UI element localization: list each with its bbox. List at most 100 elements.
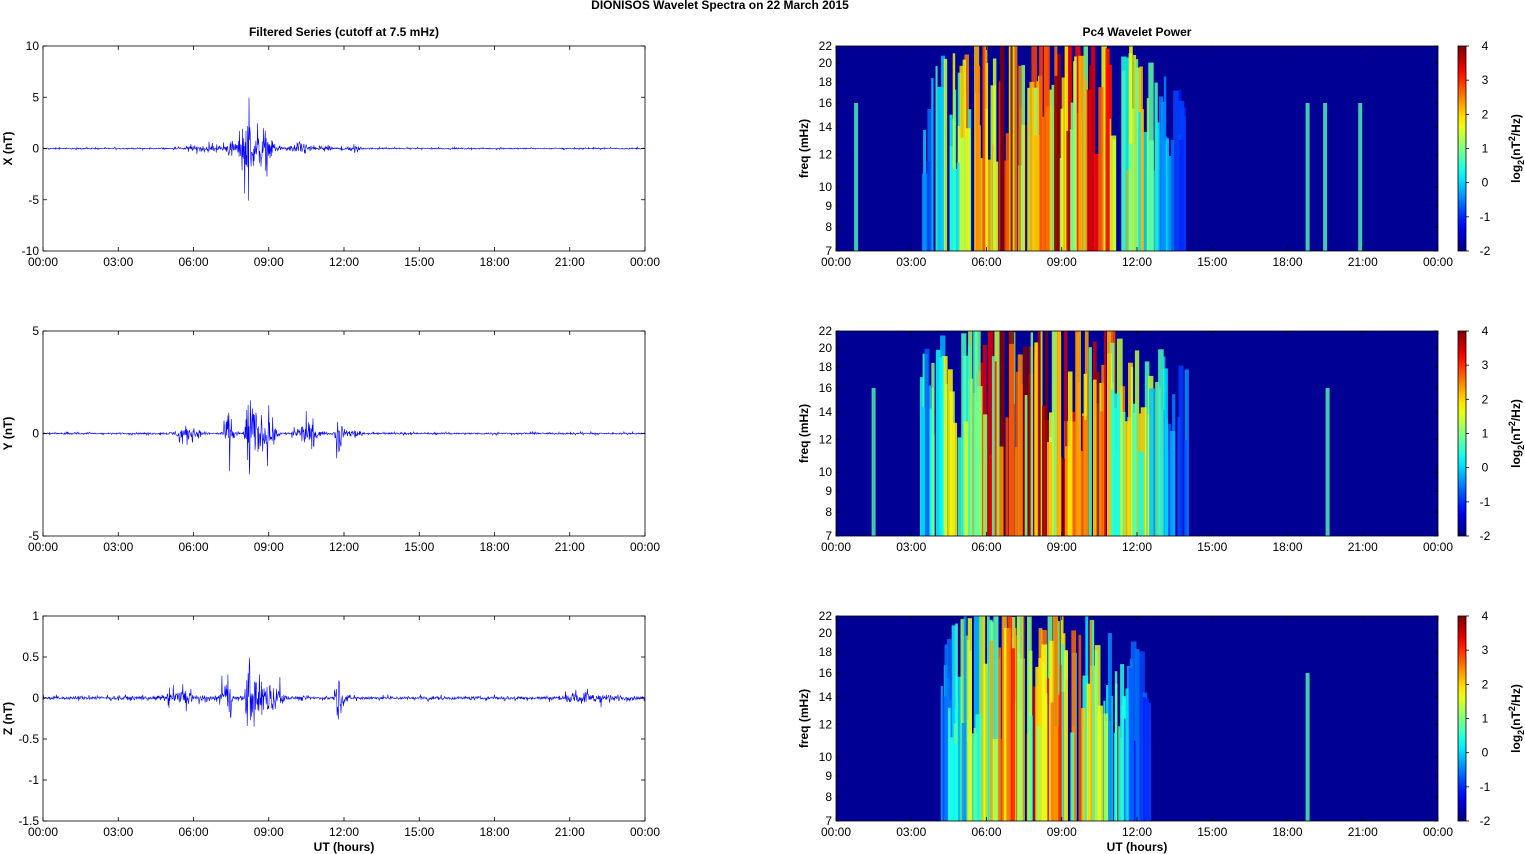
- wavelet-streak: [1135, 649, 1140, 821]
- x-tick-label: 03:00: [103, 825, 133, 839]
- freq-tick-label: 20: [819, 341, 833, 355]
- wavelet-streak: [998, 81, 1001, 251]
- wavelet-streak: [944, 644, 949, 821]
- y-axis-label: Y (nT): [1, 417, 15, 451]
- freq-axis-label: freq (mHz): [797, 689, 811, 748]
- freq-tick-label: 9: [825, 484, 832, 498]
- wavelet-streak: [1051, 84, 1056, 252]
- x-tick-label: 18:00: [1272, 255, 1302, 269]
- wavelet-streak: [1109, 389, 1114, 536]
- wavelet-streak: [971, 733, 978, 821]
- wavelet-streak: [959, 137, 964, 251]
- wavelet-streak: [1070, 732, 1074, 821]
- wavelet-streak: [1178, 365, 1184, 536]
- x-tick-label: 12:00: [1122, 255, 1152, 269]
- wavelet-streak: [1021, 65, 1025, 251]
- wavelet-streak: [1027, 616, 1032, 821]
- wavelet-streak: [1006, 628, 1011, 821]
- x-tick-label: 12:00: [329, 540, 359, 554]
- x-tick-label: 18:00: [479, 540, 509, 554]
- right-column-title: Pc4 Wavelet Power: [1083, 25, 1192, 39]
- wavelet-streak: [1113, 732, 1116, 821]
- x-tick-label: 12:00: [1122, 540, 1152, 554]
- wavelet-streak: [1101, 46, 1107, 251]
- wavelet-streak: [1170, 140, 1174, 251]
- wavelet-streak: [1092, 620, 1095, 821]
- wavelet-streak: [1088, 347, 1092, 536]
- wavelet-streak: [1130, 367, 1134, 536]
- wavelet-streak: [1104, 331, 1107, 536]
- freq-tick-label: 16: [819, 666, 833, 680]
- wavelet-streak: [992, 739, 998, 821]
- wavelet-streak: [1064, 331, 1068, 536]
- freq-tick-label: 22: [819, 324, 833, 338]
- x-tick-label: 18:00: [479, 255, 509, 269]
- colorbar-tick-label: 3: [1482, 73, 1489, 87]
- wavelet-streak: [956, 162, 961, 251]
- x-tick-label: 06:00: [178, 540, 208, 554]
- colorbar: [1457, 45, 1467, 252]
- wavelet-streak: [987, 616, 990, 821]
- wavelet-streak: [1139, 66, 1143, 251]
- y-tick-label: -5: [28, 193, 39, 207]
- wavelet-streak: [965, 128, 971, 251]
- colorbar-tick-label: 0: [1482, 461, 1489, 475]
- wavelet-streak: [1128, 143, 1133, 251]
- wavelet-streak: [1084, 78, 1087, 252]
- colorbar-label: log2(nT2/Hz): [1507, 114, 1525, 183]
- freq-tick-label: 10: [819, 465, 833, 479]
- wavelet-streak: [961, 723, 967, 821]
- x-tick-label: 21:00: [555, 540, 585, 554]
- x-tick-label: 06:00: [178, 825, 208, 839]
- y-tick-label: -1.5: [18, 814, 39, 828]
- wavelet-streak: [1185, 446, 1188, 536]
- wavelet-streak: [1042, 405, 1047, 536]
- freq-tick-label: 22: [819, 609, 833, 623]
- wavelet-streak: [943, 58, 948, 252]
- x-tick-label: 06:00: [971, 540, 1001, 554]
- wavelet-streak: [975, 714, 982, 821]
- wavelet-streak: [1138, 451, 1144, 536]
- wavelet-streak: [1005, 133, 1010, 251]
- wavelet-streak: [1133, 55, 1137, 251]
- plot-frame: [42, 615, 646, 822]
- freq-tick-label: 12: [819, 433, 833, 447]
- y-tick-label: 0: [32, 427, 39, 441]
- x-tick-label: 15:00: [404, 255, 434, 269]
- wavelet-streak: [1140, 407, 1147, 536]
- x-tick-label: 15:00: [404, 540, 434, 554]
- x-tick-label: 00:00: [1423, 825, 1453, 839]
- wavelet-streak: [1045, 106, 1050, 252]
- x-tick-label: 00:00: [28, 540, 58, 554]
- wavelet-streak: [1169, 156, 1172, 251]
- wavelet-streak: [1143, 132, 1149, 251]
- freq-tick-label: 18: [819, 360, 833, 374]
- x-tick-label: 00:00: [821, 540, 851, 554]
- wavelet-streak-isolated: [1358, 103, 1363, 251]
- wavelet-streak: [1143, 697, 1149, 821]
- wavelet-streak: [1021, 616, 1025, 821]
- freq-tick-label: 12: [819, 148, 833, 162]
- y-axis-label: X (nT): [1, 132, 15, 166]
- wavelet-streak: [1114, 671, 1118, 821]
- wavelet-streak: [921, 406, 926, 536]
- wavelet-streak: [1170, 431, 1176, 536]
- x-tick-label: 15:00: [404, 825, 434, 839]
- wavelet-streak: [985, 108, 988, 251]
- wavelet-streak: [1164, 419, 1168, 536]
- y-tick-label: 5: [32, 324, 39, 338]
- x-tick-label: 00:00: [821, 825, 851, 839]
- wavelet-streak: [1024, 395, 1028, 536]
- wavelet-streak: [941, 356, 948, 536]
- wavelet-streak: [1070, 102, 1076, 251]
- wavelet-streak: [1135, 59, 1139, 251]
- wavelet-streak: [1039, 46, 1042, 251]
- signal-line: [42, 657, 646, 727]
- x-tick-label: 09:00: [1047, 540, 1077, 554]
- x-tick-label: 15:00: [1197, 825, 1227, 839]
- freq-tick-label: 14: [819, 690, 833, 704]
- wavelet-streak: [1120, 664, 1125, 821]
- wavelet-streak: [974, 331, 981, 536]
